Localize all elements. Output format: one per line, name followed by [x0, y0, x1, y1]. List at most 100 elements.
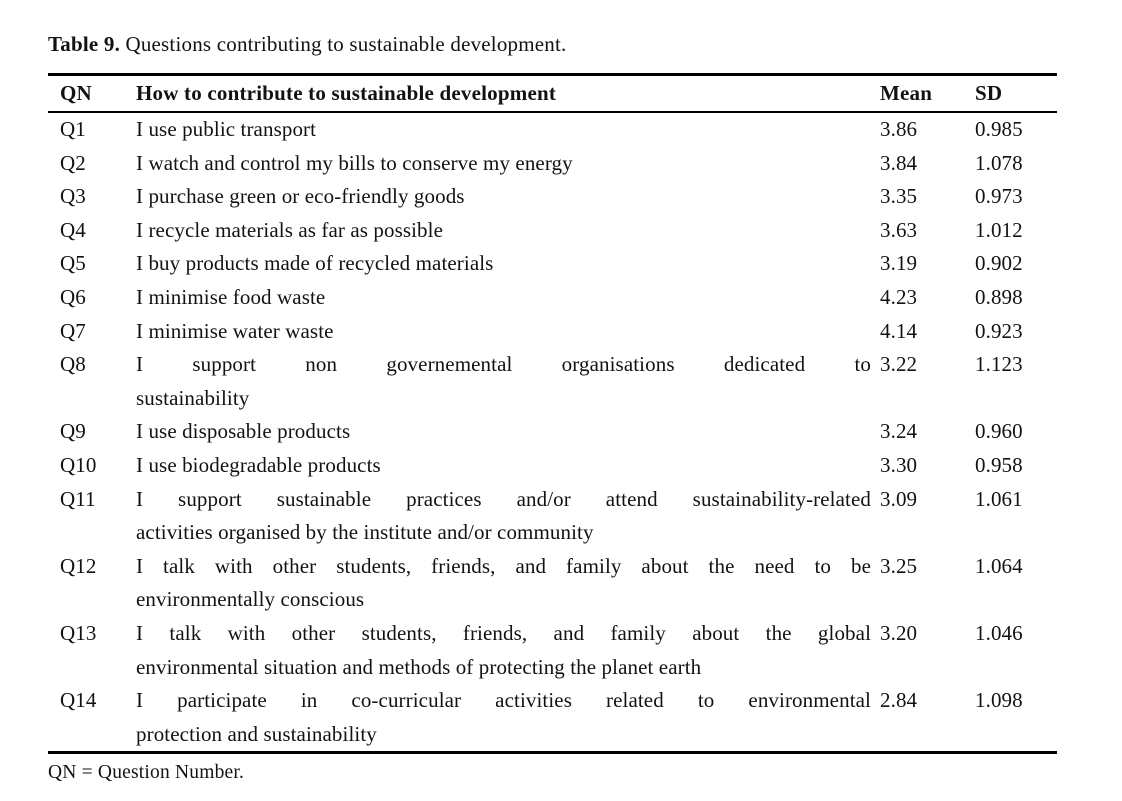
question-line: I minimise food waste: [136, 284, 326, 309]
question-cell: I buy products made of recycled material…: [136, 247, 871, 281]
question-line: I recycle materials as far as possible: [136, 217, 443, 242]
sd-cell: 1.064: [975, 553, 1023, 578]
sd-cell: 0.923: [975, 318, 1023, 343]
qn-cell: Q10: [60, 452, 97, 477]
question-line: I watch and control my bills to conserve…: [136, 150, 573, 175]
mean-cell: 3.22: [880, 352, 918, 377]
question-line: I participate in co-curricular activitie…: [136, 688, 871, 713]
qn-cell: Q14: [60, 688, 97, 713]
col-header-question: How to contribute to sustainable develop…: [136, 81, 557, 105]
table-number-label: Table 9.: [48, 32, 121, 56]
question-cell: I participate in co-curricular activitie…: [136, 684, 871, 753]
mean-cell: 3.19: [880, 251, 918, 276]
qn-cell: Q3: [60, 184, 86, 209]
qn-cell: Q12: [60, 553, 97, 578]
question-cell: I talk with other students, friends, and…: [136, 617, 871, 684]
header-row: QN How to contribute to sustainable deve…: [48, 75, 1057, 112]
qn-cell: Q6: [60, 284, 86, 309]
question-line: I use disposable products: [136, 419, 351, 444]
sd-cell: 1.061: [975, 486, 1023, 511]
table-body: Q1 I use public transport 3.86 0.985 Q2 I wat…: [48, 112, 1057, 753]
table-row: Q3 I purchase green or eco-friendly goods…: [48, 180, 1057, 214]
qn-cell: Q1: [60, 117, 86, 141]
question-line: I buy products made of recycled material…: [136, 251, 494, 276]
question-line: I use biodegradable products: [136, 452, 381, 477]
question-cell: I watch and control my bills to conserve…: [136, 147, 871, 181]
mean-cell: 3.30: [880, 452, 918, 477]
table-row: Q8 I support non governemental organisati…: [48, 348, 1057, 415]
question-cell: I talk with other students, friends, and…: [136, 550, 871, 617]
col-header-qn: QN: [60, 81, 92, 105]
mean-cell: 3.63: [880, 217, 918, 242]
table-footnote: QN = Question Number.: [48, 762, 245, 784]
question-line: I use public transport: [136, 117, 317, 141]
question-cell: I use biodegradable products: [136, 449, 871, 483]
question-cell: I minimise food waste: [136, 281, 871, 315]
mean-cell: 3.20: [880, 620, 918, 645]
mean-cell: 4.14: [880, 318, 918, 343]
sd-cell: 1.078: [975, 150, 1023, 175]
qn-cell: Q7: [60, 318, 86, 343]
question-cell: I support sustainable practices and/or a…: [136, 483, 871, 550]
qn-cell: Q4: [60, 217, 86, 242]
qn-cell: Q9: [60, 419, 86, 444]
question-cell: I use public transport: [136, 112, 871, 147]
col-header-sd: SD: [975, 81, 1003, 105]
question-line: environmental situation and methods of p…: [136, 654, 702, 679]
sd-cell: 0.973: [975, 184, 1023, 209]
question-line: protection and sustainability: [136, 721, 377, 746]
table-row: Q9 I use disposable products 3.24 0.960: [48, 415, 1057, 449]
mean-cell: 3.86: [880, 117, 918, 141]
sd-cell: 1.046: [975, 620, 1023, 645]
mean-cell: 3.25: [880, 553, 918, 578]
sd-cell: 1.123: [975, 352, 1023, 377]
question-line: I minimise water waste: [136, 318, 334, 343]
table-row: Q4 I recycle materials as far as possible…: [48, 214, 1057, 248]
qn-cell: Q5: [60, 251, 86, 276]
mean-cell: 3.09: [880, 486, 918, 511]
mean-cell: 3.35: [880, 184, 918, 209]
question-cell: I purchase green or eco-friendly goods: [136, 180, 871, 214]
col-header-mean: Mean: [880, 81, 933, 105]
sd-cell: 0.902: [975, 251, 1023, 276]
qn-cell: Q2: [60, 150, 86, 175]
table-row: Q12 I talk with other students, friends, …: [48, 550, 1057, 617]
question-line: I talk with other students, friends, and…: [136, 620, 871, 645]
table-row: Q1 I use public transport 3.86 0.985: [48, 112, 1057, 147]
qn-cell: Q13: [60, 620, 97, 645]
question-line: I support non governemental organisation…: [136, 352, 871, 377]
sd-cell: 1.012: [975, 217, 1023, 242]
question-line: I purchase green or eco-friendly goods: [136, 184, 465, 209]
table-row: Q2 I watch and control my bills to conser…: [48, 147, 1057, 181]
questions-table: QN How to contribute to sustainable deve…: [48, 73, 1057, 755]
table-row: Q6 I minimise food waste 4.23 0.898: [48, 281, 1057, 315]
sd-cell: 1.098: [975, 688, 1023, 713]
question-cell: I minimise water waste: [136, 315, 871, 349]
question-line: environmentally conscious: [136, 587, 365, 612]
question-line: I support sustainable practices and/or a…: [136, 486, 871, 511]
question-cell: I recycle materials as far as possible: [136, 214, 871, 248]
table-row: Q11 I support sustainable practices and/o…: [48, 483, 1057, 550]
mean-cell: 3.84: [880, 150, 918, 175]
sd-cell: 0.898: [975, 284, 1023, 309]
table-row: Q5 I buy products made of recycled materi…: [48, 247, 1057, 281]
caption-text: Questions contributing to sustainable de…: [125, 32, 567, 56]
question-line: activities organised by the institute an…: [136, 520, 594, 545]
question-line: sustainability: [136, 385, 250, 410]
table-row: Q14 I participate in co-curricular activi…: [48, 684, 1057, 753]
table-row: Q13 I talk with other students, friends, …: [48, 617, 1057, 684]
table-caption: Table 9. Questions contributing to susta…: [48, 31, 1057, 57]
sd-cell: 0.985: [975, 117, 1023, 141]
question-line: I talk with other students, friends, and…: [136, 553, 871, 578]
question-cell: I use disposable products: [136, 415, 871, 449]
mean-cell: 2.84: [880, 688, 918, 713]
mean-cell: 3.24: [880, 419, 918, 444]
sd-cell: 0.960: [975, 419, 1023, 444]
mean-cell: 4.23: [880, 284, 918, 309]
question-cell: I support non governemental organisation…: [136, 348, 871, 415]
sd-cell: 0.958: [975, 452, 1023, 477]
table-row: Q10 I use biodegradable products 3.30 0.958: [48, 449, 1057, 483]
table-row: Q7 I minimise water waste 4.14 0.923: [48, 315, 1057, 349]
qn-cell: Q11: [60, 486, 96, 511]
